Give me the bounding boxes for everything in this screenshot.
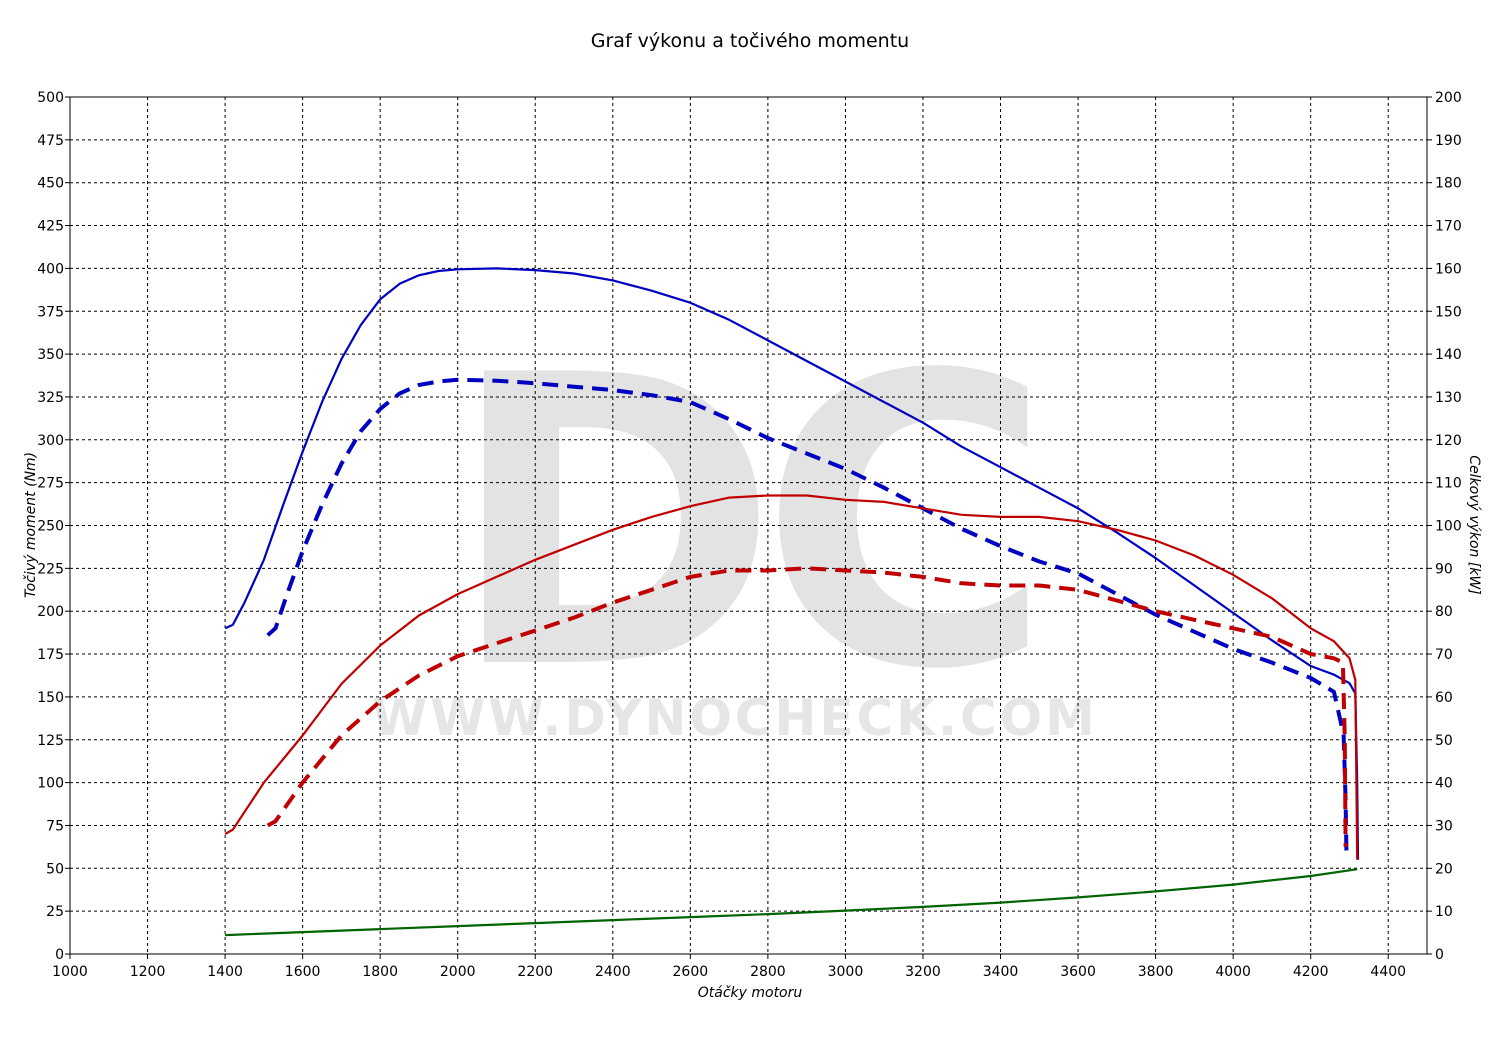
x-tick-label: 1800 <box>362 964 398 980</box>
series-line-torque-tuned <box>224 267 1360 860</box>
y-right-tick-label: 130 <box>1435 390 1462 406</box>
y-right-tick-label: 40 <box>1435 776 1453 792</box>
x-tick-label: 4200 <box>1293 964 1329 980</box>
x-tick-label: 2200 <box>517 964 553 980</box>
y-left-tick-label: 400 <box>37 261 64 277</box>
axis-ticks: 1000 1200 1400 1600 1800 2000 2200 2400 2600 2800… <box>37 90 1461 980</box>
x-tick-label: 3800 <box>1138 964 1174 980</box>
x-tick-label: 3400 <box>983 964 1019 980</box>
y-right-tick-label: 150 <box>1435 304 1462 320</box>
y-right-tick-label: 160 <box>1435 261 1462 277</box>
y-right-tick-label: 60 <box>1435 690 1453 706</box>
y-right-tick-label: 180 <box>1435 176 1462 192</box>
y-right-tick-label: 70 <box>1435 647 1453 663</box>
y-left-tick-label: 500 <box>37 90 64 106</box>
y-left-tick-label: 100 <box>37 776 64 792</box>
x-tick-label: 1000 <box>52 964 88 980</box>
y-right-tick-label: 120 <box>1435 433 1462 449</box>
y-left-tick-label: 375 <box>37 304 64 320</box>
y-right-tick-label: 90 <box>1435 561 1453 577</box>
y-right-tick-label: 0 <box>1435 947 1444 963</box>
plot-frame <box>69 96 1428 955</box>
series-line-torque-stock <box>266 377 1349 852</box>
y-right-tick-label: 20 <box>1435 861 1453 877</box>
y-left-tick-label: 250 <box>37 519 64 535</box>
x-tick-label: 1200 <box>130 964 166 980</box>
y-left-tick-label: 225 <box>37 561 64 577</box>
y-right-tick-label: 50 <box>1435 733 1453 749</box>
x-tick-label: 4400 <box>1370 964 1406 980</box>
x-tick-label: 4000 <box>1215 964 1251 980</box>
series-line-power-stock <box>266 566 1348 847</box>
y-right-tick-label: 10 <box>1435 904 1453 920</box>
x-tick-label: 3200 <box>905 964 941 980</box>
x-axis-label: Otáčky motoru <box>697 985 803 1001</box>
y-left-tick-label: 475 <box>37 133 64 149</box>
y-left-tick-label: 125 <box>37 733 64 749</box>
y-left-tick-label: 350 <box>37 347 64 363</box>
series-layer <box>224 267 1360 937</box>
y-left-tick-label: 300 <box>37 433 64 449</box>
series-line-power-tuned <box>224 494 1359 860</box>
y-right-tick-label: 110 <box>1435 476 1462 492</box>
y-left-tick-label: 425 <box>37 219 64 235</box>
y-left-tick-label: 75 <box>46 818 64 834</box>
y-right-tick-label: 100 <box>1435 519 1462 535</box>
y-right-tick-label: 200 <box>1435 90 1462 106</box>
x-tick-label: 1400 <box>207 964 243 980</box>
y-left-tick-label: 325 <box>37 390 64 406</box>
x-tick-label: 2000 <box>440 964 476 980</box>
grid <box>70 97 1427 954</box>
y-left-tick-label: 200 <box>37 604 64 620</box>
y-right-tick-label: 190 <box>1435 133 1462 149</box>
x-tick-label: 2600 <box>673 964 709 980</box>
x-tick-label: 3600 <box>1060 964 1096 980</box>
y-right-tick-label: 170 <box>1435 219 1462 235</box>
series-line-loss-curve <box>225 868 1358 937</box>
x-tick-label: 2800 <box>750 964 786 980</box>
x-tick-label: 1600 <box>285 964 321 980</box>
y-right-tick-label: 30 <box>1435 818 1453 834</box>
y-left-tick-label: 25 <box>46 904 64 920</box>
y-left-tick-label: 175 <box>37 647 64 663</box>
y-left-tick-label: 275 <box>37 476 64 492</box>
y-left-tick-label: 450 <box>37 176 64 192</box>
watermark-text: WWW.DYNOCHECK.COM <box>372 689 1098 747</box>
x-tick-label: 3000 <box>828 964 864 980</box>
y-left-tick-label: 50 <box>46 861 64 877</box>
chart-title: Graf výkonu a točivého momentu <box>590 30 910 52</box>
y-left-tick-label: 150 <box>37 690 64 706</box>
y-right-tick-label: 80 <box>1435 604 1453 620</box>
y-left-tick-label: 0 <box>55 947 64 963</box>
x-tick-label: 2400 <box>595 964 631 980</box>
y-right-tick-label: 140 <box>1435 347 1462 363</box>
